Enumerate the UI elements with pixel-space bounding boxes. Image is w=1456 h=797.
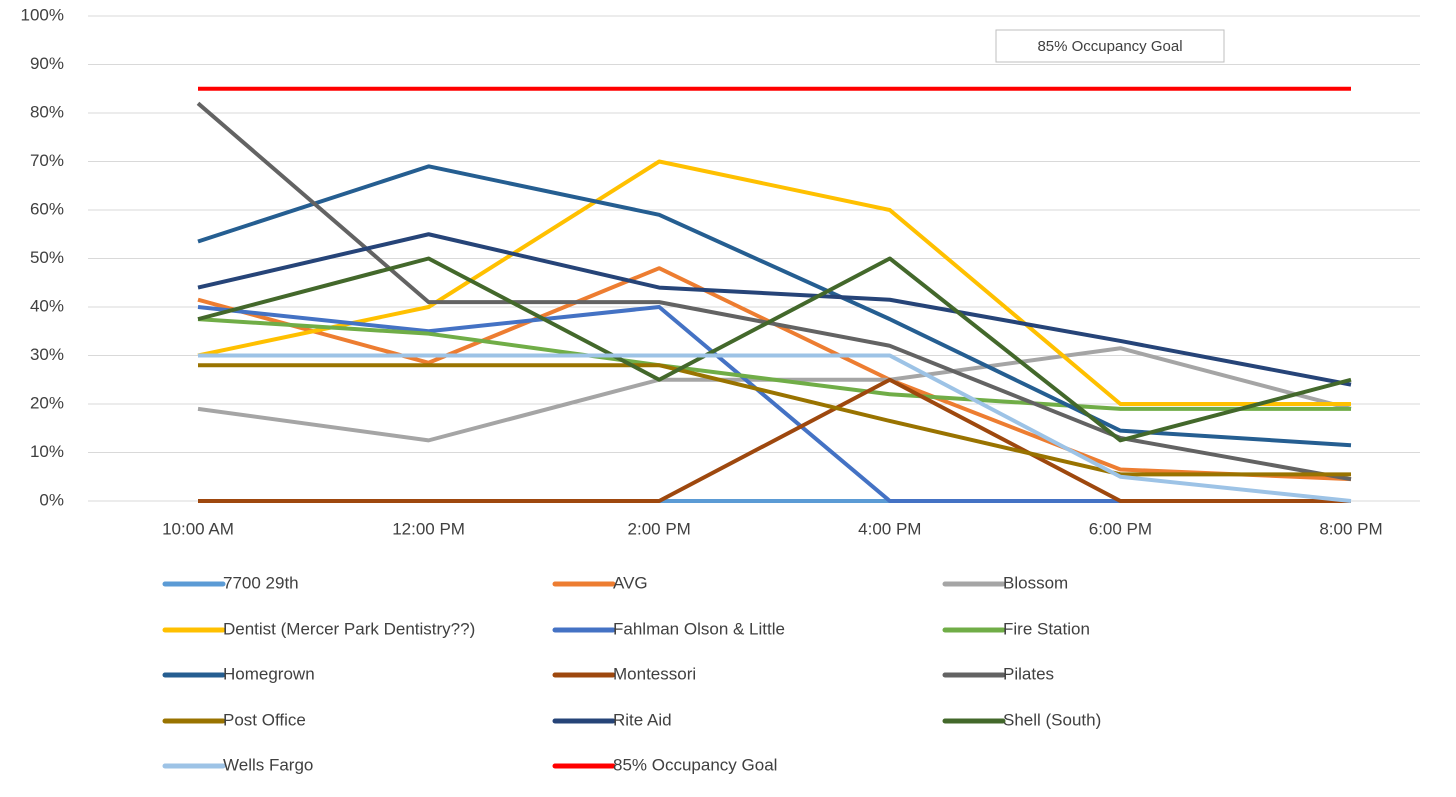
y-tick-label: 30% <box>30 345 64 364</box>
legend-label: Wells Fargo <box>223 755 313 774</box>
legend-label: Fahlman Olson & Little <box>613 619 785 638</box>
y-tick-label: 40% <box>30 296 64 315</box>
legend-label: Blossom <box>1003 573 1068 592</box>
y-tick-label: 10% <box>30 442 64 461</box>
y-tick-label: 100% <box>21 5 64 24</box>
series-line <box>197 164 1352 448</box>
legend-label: Rite Aid <box>613 710 672 729</box>
legend-label: AVG <box>613 573 648 592</box>
series-line <box>198 363 1351 477</box>
y-tick-label: 80% <box>30 102 64 121</box>
series-line <box>197 317 1351 411</box>
series-line <box>197 159 1351 406</box>
legend-label: Homegrown <box>223 664 315 683</box>
series-line <box>197 232 1352 387</box>
x-tick-label: 12:00 PM <box>392 519 465 538</box>
legend-label: Fire Station <box>1003 619 1090 638</box>
series-line <box>198 377 1351 503</box>
legend-label: 7700 29th <box>223 573 299 592</box>
legend-label: Pilates <box>1003 664 1054 683</box>
x-tick-label: 6:00 PM <box>1089 519 1152 538</box>
x-tick-label: 8:00 PM <box>1319 519 1382 538</box>
annotation-box <box>995 29 1225 63</box>
series-line <box>197 256 1352 443</box>
x-tick-label: 2:00 PM <box>628 519 691 538</box>
x-tick-label: 10:00 AM <box>162 519 234 538</box>
legend-label: Shell (South) <box>1003 710 1101 729</box>
x-tick-label: 4:00 PM <box>858 519 921 538</box>
y-tick-label: 90% <box>30 54 64 73</box>
y-tick-label: 20% <box>30 393 64 412</box>
y-tick-label: 60% <box>30 199 64 218</box>
legend-label: 85% Occupancy Goal <box>613 755 777 774</box>
y-tick-label: 70% <box>30 151 64 170</box>
y-tick-label: 50% <box>30 248 64 267</box>
series-line <box>196 101 1352 482</box>
series-line <box>198 353 1352 503</box>
y-tick-label: 0% <box>39 490 64 509</box>
annotation: 85% Occupancy Goal <box>1037 38 1182 55</box>
legend-label: Montessori <box>613 664 696 683</box>
legend-label: Dentist (Mercer Park Dentistry??) <box>223 619 475 638</box>
legend-label: Post Office <box>223 710 306 729</box>
